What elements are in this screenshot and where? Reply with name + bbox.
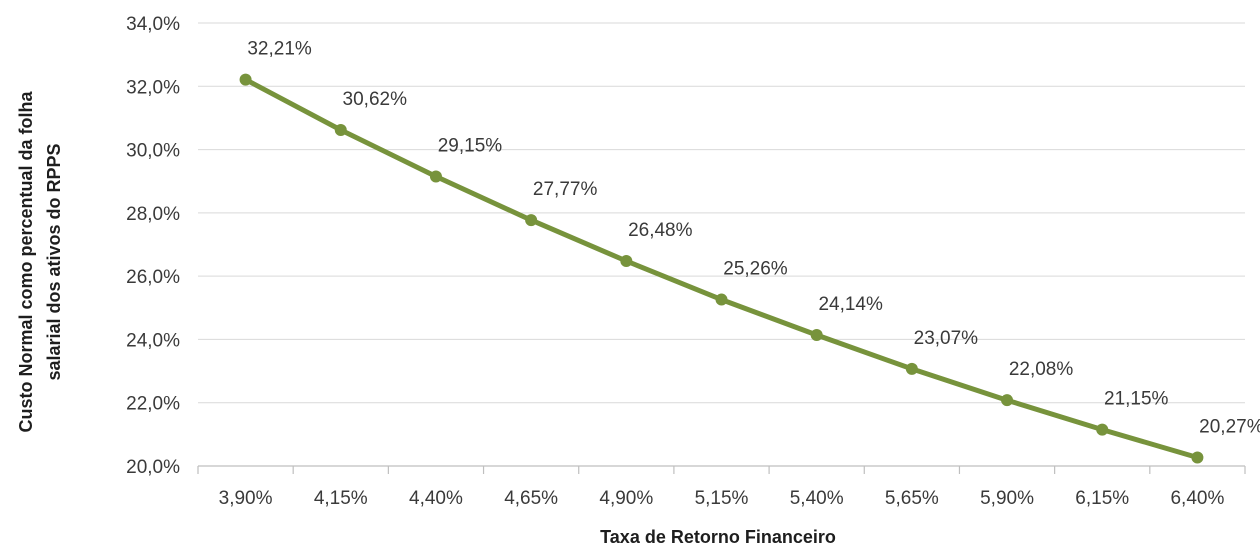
y-axis-title-line-1: Custo Normal como percentual da folha (16, 90, 36, 432)
gridlines (198, 22, 1245, 404)
x-tick-labels: 3,90% 4,15% 4,40% 4,65% 4,90% 5,15% 5,40% 5,65%… (219, 488, 1225, 509)
data-point (1191, 451, 1204, 464)
axes (197, 465, 1246, 474)
data-label: 29,15% (438, 135, 503, 156)
x-tick-label: 4,40% (409, 488, 463, 509)
data-point (1096, 423, 1109, 436)
data-point (620, 254, 633, 267)
y-tick-label: 24,0% (126, 330, 180, 351)
x-tick-label: 5,15% (695, 488, 749, 509)
data-label: 23,07% (914, 328, 979, 349)
data-label: 20,27% (1199, 416, 1260, 437)
data-label: 32,21% (247, 39, 312, 60)
x-tick-label: 5,90% (980, 488, 1034, 509)
x-tick-label: 6,40% (1170, 488, 1224, 509)
data-label: 27,77% (533, 179, 598, 200)
data-point (525, 214, 538, 227)
data-label: 25,26% (723, 259, 788, 280)
y-tick-label: 34,0% (126, 14, 180, 35)
data-point (905, 362, 918, 375)
series-line (243, 77, 1200, 460)
y-axis-title-line-2: salarial dos ativos do RPPS (44, 143, 64, 380)
series (239, 73, 1204, 464)
x-axis-title: Taxa de Retorno Financeiro (600, 527, 836, 547)
data-label: 30,62% (343, 89, 408, 110)
y-tick-label: 30,0% (126, 141, 180, 162)
data-point (715, 293, 728, 306)
x-tick-label: 5,40% (790, 488, 844, 509)
data-point (429, 170, 442, 183)
data-point (810, 328, 823, 341)
x-tick-label: 4,90% (599, 488, 653, 509)
y-tick-label: 26,0% (126, 267, 180, 288)
data-label: 21,15% (1104, 389, 1169, 410)
y-tick-label: 20,0% (126, 457, 180, 478)
data-label: 26,48% (628, 220, 693, 241)
data-point (239, 73, 252, 86)
x-tick-label: 4,15% (314, 488, 368, 509)
y-tick-labels: 20,0% 22,0% 24,0% 26,0% 28,0% 30,0% 32,0% 34,0% (126, 14, 180, 478)
data-point (1001, 394, 1014, 407)
data-labels: 32,21% 30,62% 29,15% 27,77% 26,48% 25,26% 24,1… (247, 39, 1260, 438)
x-tick-label: 4,65% (504, 488, 558, 509)
data-point (334, 123, 347, 136)
x-tick-label: 5,65% (885, 488, 939, 509)
y-tick-label: 32,0% (126, 77, 180, 98)
x-tick-label: 3,90% (219, 488, 273, 509)
y-tick-label: 28,0% (126, 204, 180, 225)
data-label: 22,08% (1009, 359, 1074, 380)
y-tick-label: 22,0% (126, 394, 180, 415)
x-tick-label: 6,15% (1075, 488, 1129, 509)
data-label: 24,14% (818, 294, 883, 315)
